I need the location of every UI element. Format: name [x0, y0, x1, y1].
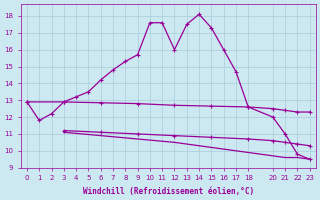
- X-axis label: Windchill (Refroidissement éolien,°C): Windchill (Refroidissement éolien,°C): [83, 187, 254, 196]
